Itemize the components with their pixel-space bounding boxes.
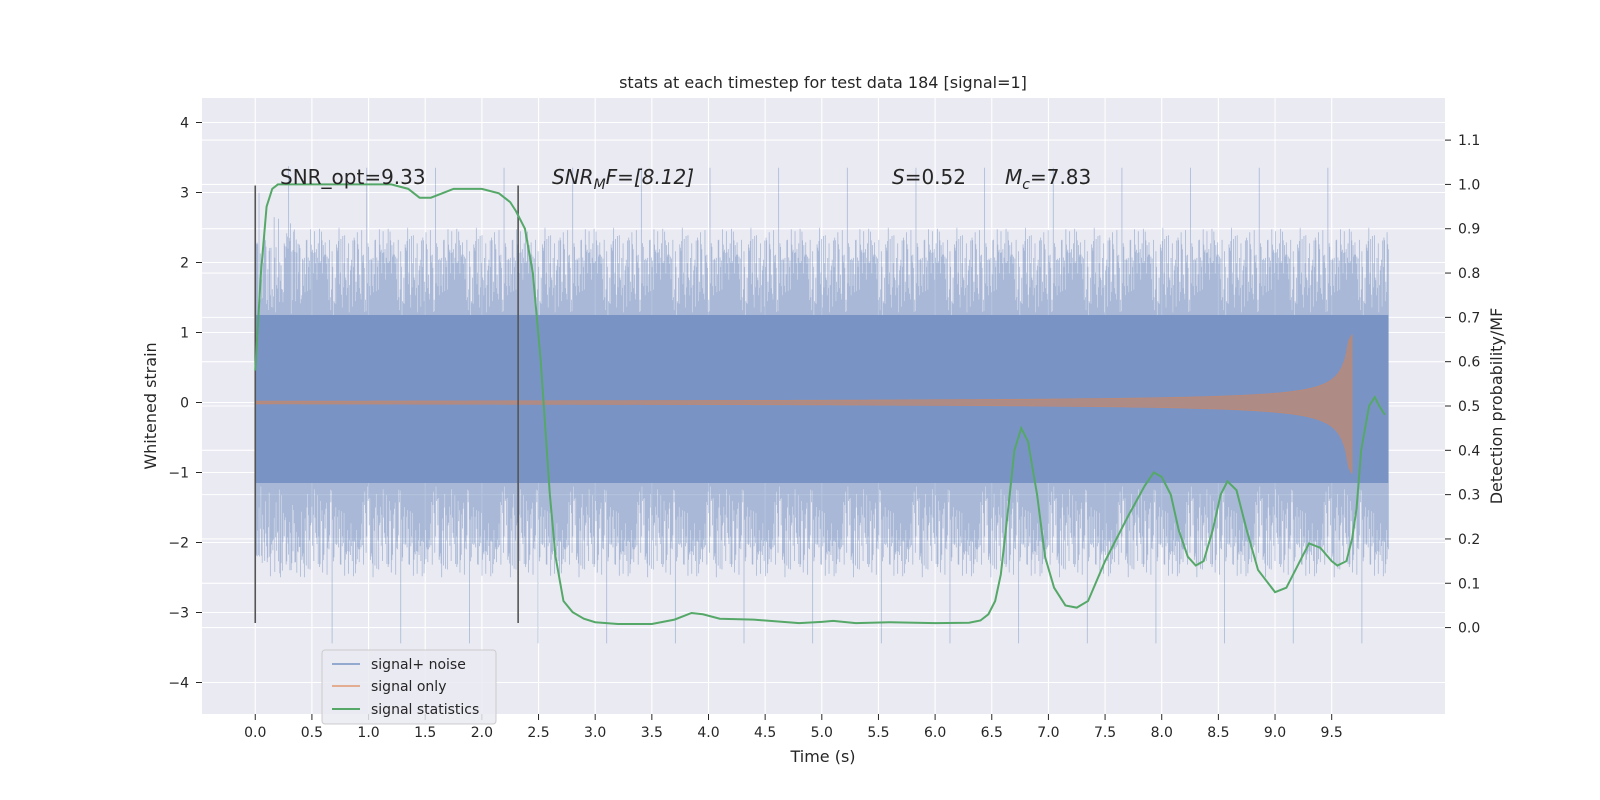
y-tick-label-0: −4 (168, 676, 189, 692)
x-tick-label-2: 1.0 (357, 725, 379, 741)
y-tick-label-1: −3 (168, 606, 189, 622)
x-tick-label-15: 7.5 (1094, 725, 1116, 741)
x-tick-label-6: 3.0 (584, 725, 606, 741)
x-tick-label-18: 9.0 (1264, 725, 1286, 741)
x-tick-label-13: 6.5 (981, 725, 1003, 741)
x-tick-label-3: 1.5 (414, 725, 436, 741)
x-tick-label-7: 3.5 (641, 725, 663, 741)
legend: signal+ noise signal only signal statist… (321, 649, 497, 725)
y2-tick-label-4: 0.4 (1458, 443, 1480, 459)
y2-tick-label-7: 0.7 (1458, 310, 1480, 326)
y-axis-label: Whitened strain (141, 342, 160, 469)
y2-tick-label-9: 0.9 (1458, 222, 1480, 238)
y2-tick-label-2: 0.2 (1458, 532, 1480, 548)
y-tick-label-4: 0 (180, 396, 189, 412)
legend-label-signal-noise: signal+ noise (371, 657, 466, 673)
y-tick-label-2: −2 (168, 536, 189, 552)
y2-tick-label-5: 0.5 (1458, 399, 1480, 415)
legend-label-signal-statistics: signal statistics (371, 702, 479, 718)
x-tick-label-10: 5.0 (811, 725, 833, 741)
legend-box (321, 649, 497, 725)
y2-tick-label-3: 0.3 (1458, 488, 1480, 504)
x-tick-label-12: 6.0 (924, 725, 946, 741)
annotation-mc: Mc=7.83 (1005, 165, 1091, 193)
x-tick-label-17: 8.5 (1207, 725, 1229, 741)
chart-title: stats at each timestep for test data 184… (619, 73, 1027, 92)
x-tick-label-11: 5.5 (867, 725, 889, 741)
marker-lines (254, 185, 519, 623)
y-tick-label-5: 1 (180, 326, 189, 342)
y2-tick-label-6: 0.6 (1458, 355, 1480, 371)
y-tick-label-8: 4 (180, 116, 189, 132)
x-axis-label: Time (s) (789, 747, 855, 766)
y-tick-label-6: 2 (180, 256, 189, 272)
x-tick-label-8: 4.0 (697, 725, 719, 741)
x-tick-label-4: 2.0 (471, 725, 493, 741)
annotation-snr-opt: SNR_opt=9.33 (280, 165, 426, 189)
y2-tick-label-0: 0.0 (1458, 621, 1480, 637)
y-tick-label-7: 3 (180, 186, 189, 202)
x-tick-label-19: 9.5 (1321, 725, 1343, 741)
y2-tick-label-10: 1.0 (1458, 177, 1480, 193)
y-tick-label-3: −1 (168, 466, 189, 482)
x-tick-label-0: 0.0 (244, 725, 266, 741)
y2-tick-label-8: 0.8 (1458, 266, 1480, 282)
signal-only-series (254, 333, 1353, 474)
x-tick-label-9: 4.5 (754, 725, 776, 741)
x-tick-label-14: 7.0 (1037, 725, 1059, 741)
x-tick-label-5: 2.5 (527, 725, 549, 741)
y-ticks: −4 −3 −2 −1 0 1 2 3 4 (168, 116, 202, 692)
y2-axis-label: Detection probability/MF (1487, 308, 1506, 505)
x-ticks: 0.0 0.5 1.0 1.5 2.0 2.5 3.0 3.5 4.0 4.5 5.0 5.5 6.0 6… (244, 714, 1343, 741)
y2-ticks: 0.0 0.1 0.2 0.3 0.4 0.5 0.6 0.7 0.8 0.9 1.0 1.1 (1445, 133, 1480, 637)
y2-tick-label-11: 1.1 (1458, 133, 1480, 149)
annotation-snr-mf: SNRMF=[8.12] (552, 165, 694, 193)
legend-label-signal-only: signal only (371, 679, 446, 695)
x-tick-label-16: 8.0 (1151, 725, 1173, 741)
signal-statistics-series (254, 183, 1386, 626)
annotation-s: S=0.52 (892, 165, 966, 189)
y2-tick-label-1: 0.1 (1458, 576, 1480, 592)
x-tick-label-1: 0.5 (301, 725, 323, 741)
